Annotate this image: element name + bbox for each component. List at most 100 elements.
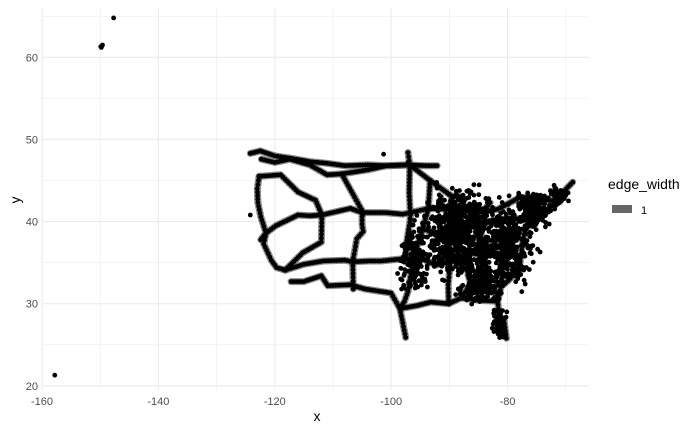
data-point	[416, 228, 422, 234]
data-point	[407, 173, 412, 178]
data-point	[402, 246, 408, 251]
data-point	[408, 263, 413, 269]
data-point	[546, 221, 552, 227]
data-point	[474, 290, 480, 296]
data-point	[426, 253, 432, 258]
y-axis-title: y	[7, 197, 23, 204]
data-point	[452, 209, 458, 215]
data-point	[412, 279, 418, 285]
data-point	[476, 192, 482, 198]
data-point	[503, 314, 509, 320]
data-point	[481, 295, 487, 300]
data-point	[401, 282, 407, 288]
legend-title: edge_width	[608, 176, 680, 192]
data-point	[527, 204, 533, 209]
data-point	[445, 204, 450, 209]
data-point	[350, 278, 356, 284]
data-point	[476, 277, 482, 283]
data-point	[496, 316, 502, 321]
data-point	[525, 215, 531, 220]
data-point	[407, 169, 412, 175]
data-point	[350, 271, 356, 276]
data-point	[500, 225, 505, 231]
data-point	[460, 282, 466, 288]
data-point	[424, 266, 430, 271]
data-point	[491, 249, 497, 255]
data-point	[509, 232, 514, 238]
data-point	[488, 223, 494, 229]
data-point	[445, 282, 451, 288]
data-point	[407, 216, 413, 222]
data-point	[469, 265, 475, 271]
point-layer	[52, 15, 576, 378]
data-point	[505, 227, 510, 233]
data-point	[414, 240, 420, 246]
data-point	[471, 220, 477, 226]
data-point	[446, 301, 452, 307]
data-point	[458, 248, 464, 254]
data-point	[444, 248, 449, 254]
data-point	[492, 313, 497, 319]
data-point	[527, 219, 532, 225]
data-point	[111, 15, 116, 21]
data-point	[537, 249, 543, 255]
data-point	[494, 325, 500, 331]
data-point	[442, 197, 447, 203]
data-point	[476, 214, 482, 220]
data-point	[495, 214, 501, 219]
data-point	[407, 220, 413, 225]
data-point	[484, 253, 489, 259]
data-point	[449, 185, 455, 191]
x-axis-ticks: -160 -140 -120 -100 -80	[31, 396, 516, 408]
data-point	[460, 192, 466, 198]
data-point	[421, 240, 426, 246]
data-point	[501, 240, 507, 246]
data-point	[401, 273, 407, 278]
data-point	[441, 278, 447, 283]
data-point	[436, 259, 442, 265]
data-point	[480, 228, 486, 234]
data-point	[529, 211, 535, 216]
data-point	[490, 229, 496, 235]
data-point	[450, 195, 455, 201]
data-point	[527, 250, 533, 256]
data-point	[409, 231, 414, 236]
data-point	[444, 243, 450, 249]
data-point	[486, 198, 491, 204]
data-point	[444, 258, 450, 264]
data-point	[359, 221, 365, 227]
data-point	[498, 334, 504, 340]
data-point	[553, 186, 559, 192]
data-point	[501, 259, 507, 264]
data-point	[403, 335, 409, 340]
data-point	[492, 254, 498, 260]
data-point	[471, 192, 477, 198]
data-point	[499, 200, 505, 205]
data-point	[441, 239, 447, 245]
data-point	[446, 278, 451, 284]
data-point	[555, 201, 561, 207]
data-point	[412, 218, 417, 223]
data-point	[491, 319, 497, 325]
data-point	[475, 230, 480, 235]
data-point	[464, 214, 469, 220]
data-point	[464, 247, 470, 253]
data-point	[430, 214, 435, 220]
data-point	[477, 205, 482, 211]
data-point	[484, 220, 490, 226]
data-point	[428, 232, 434, 237]
data-point	[486, 266, 491, 272]
data-point	[522, 253, 528, 259]
data-point	[493, 260, 499, 266]
data-point	[471, 182, 477, 188]
data-point	[444, 253, 449, 259]
data-point	[318, 239, 324, 245]
data-point	[398, 276, 404, 282]
data-point	[496, 312, 502, 318]
data-point	[319, 228, 324, 233]
data-point	[255, 196, 261, 202]
data-point	[482, 283, 488, 289]
data-point	[412, 263, 418, 268]
data-point	[431, 238, 437, 244]
